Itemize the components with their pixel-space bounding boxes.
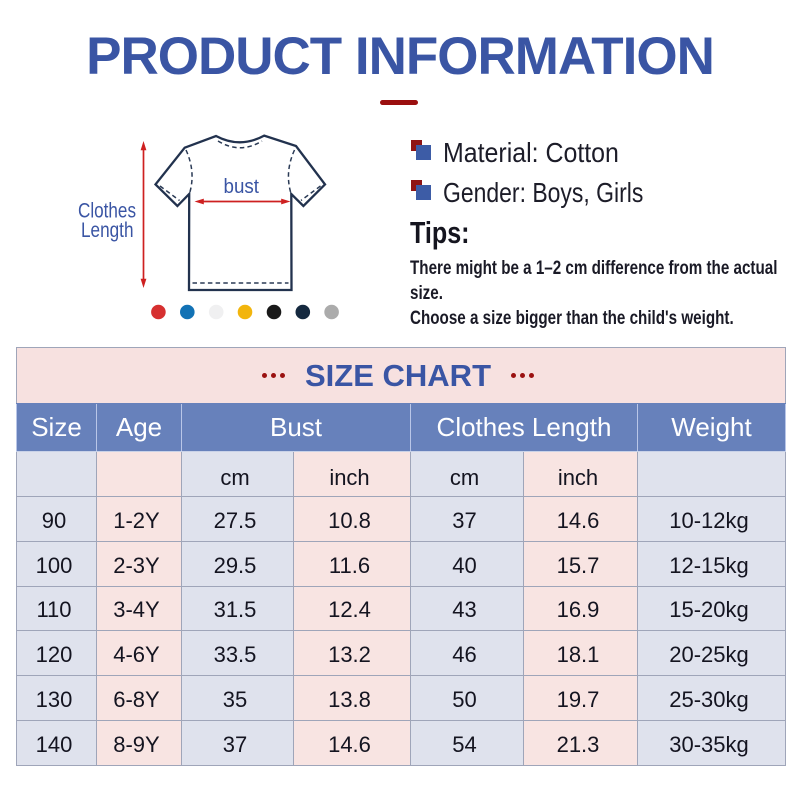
- svg-text:bust: bust: [224, 176, 260, 198]
- svg-text:Clothes: Clothes: [78, 200, 136, 223]
- svg-text:Length: Length: [81, 219, 134, 242]
